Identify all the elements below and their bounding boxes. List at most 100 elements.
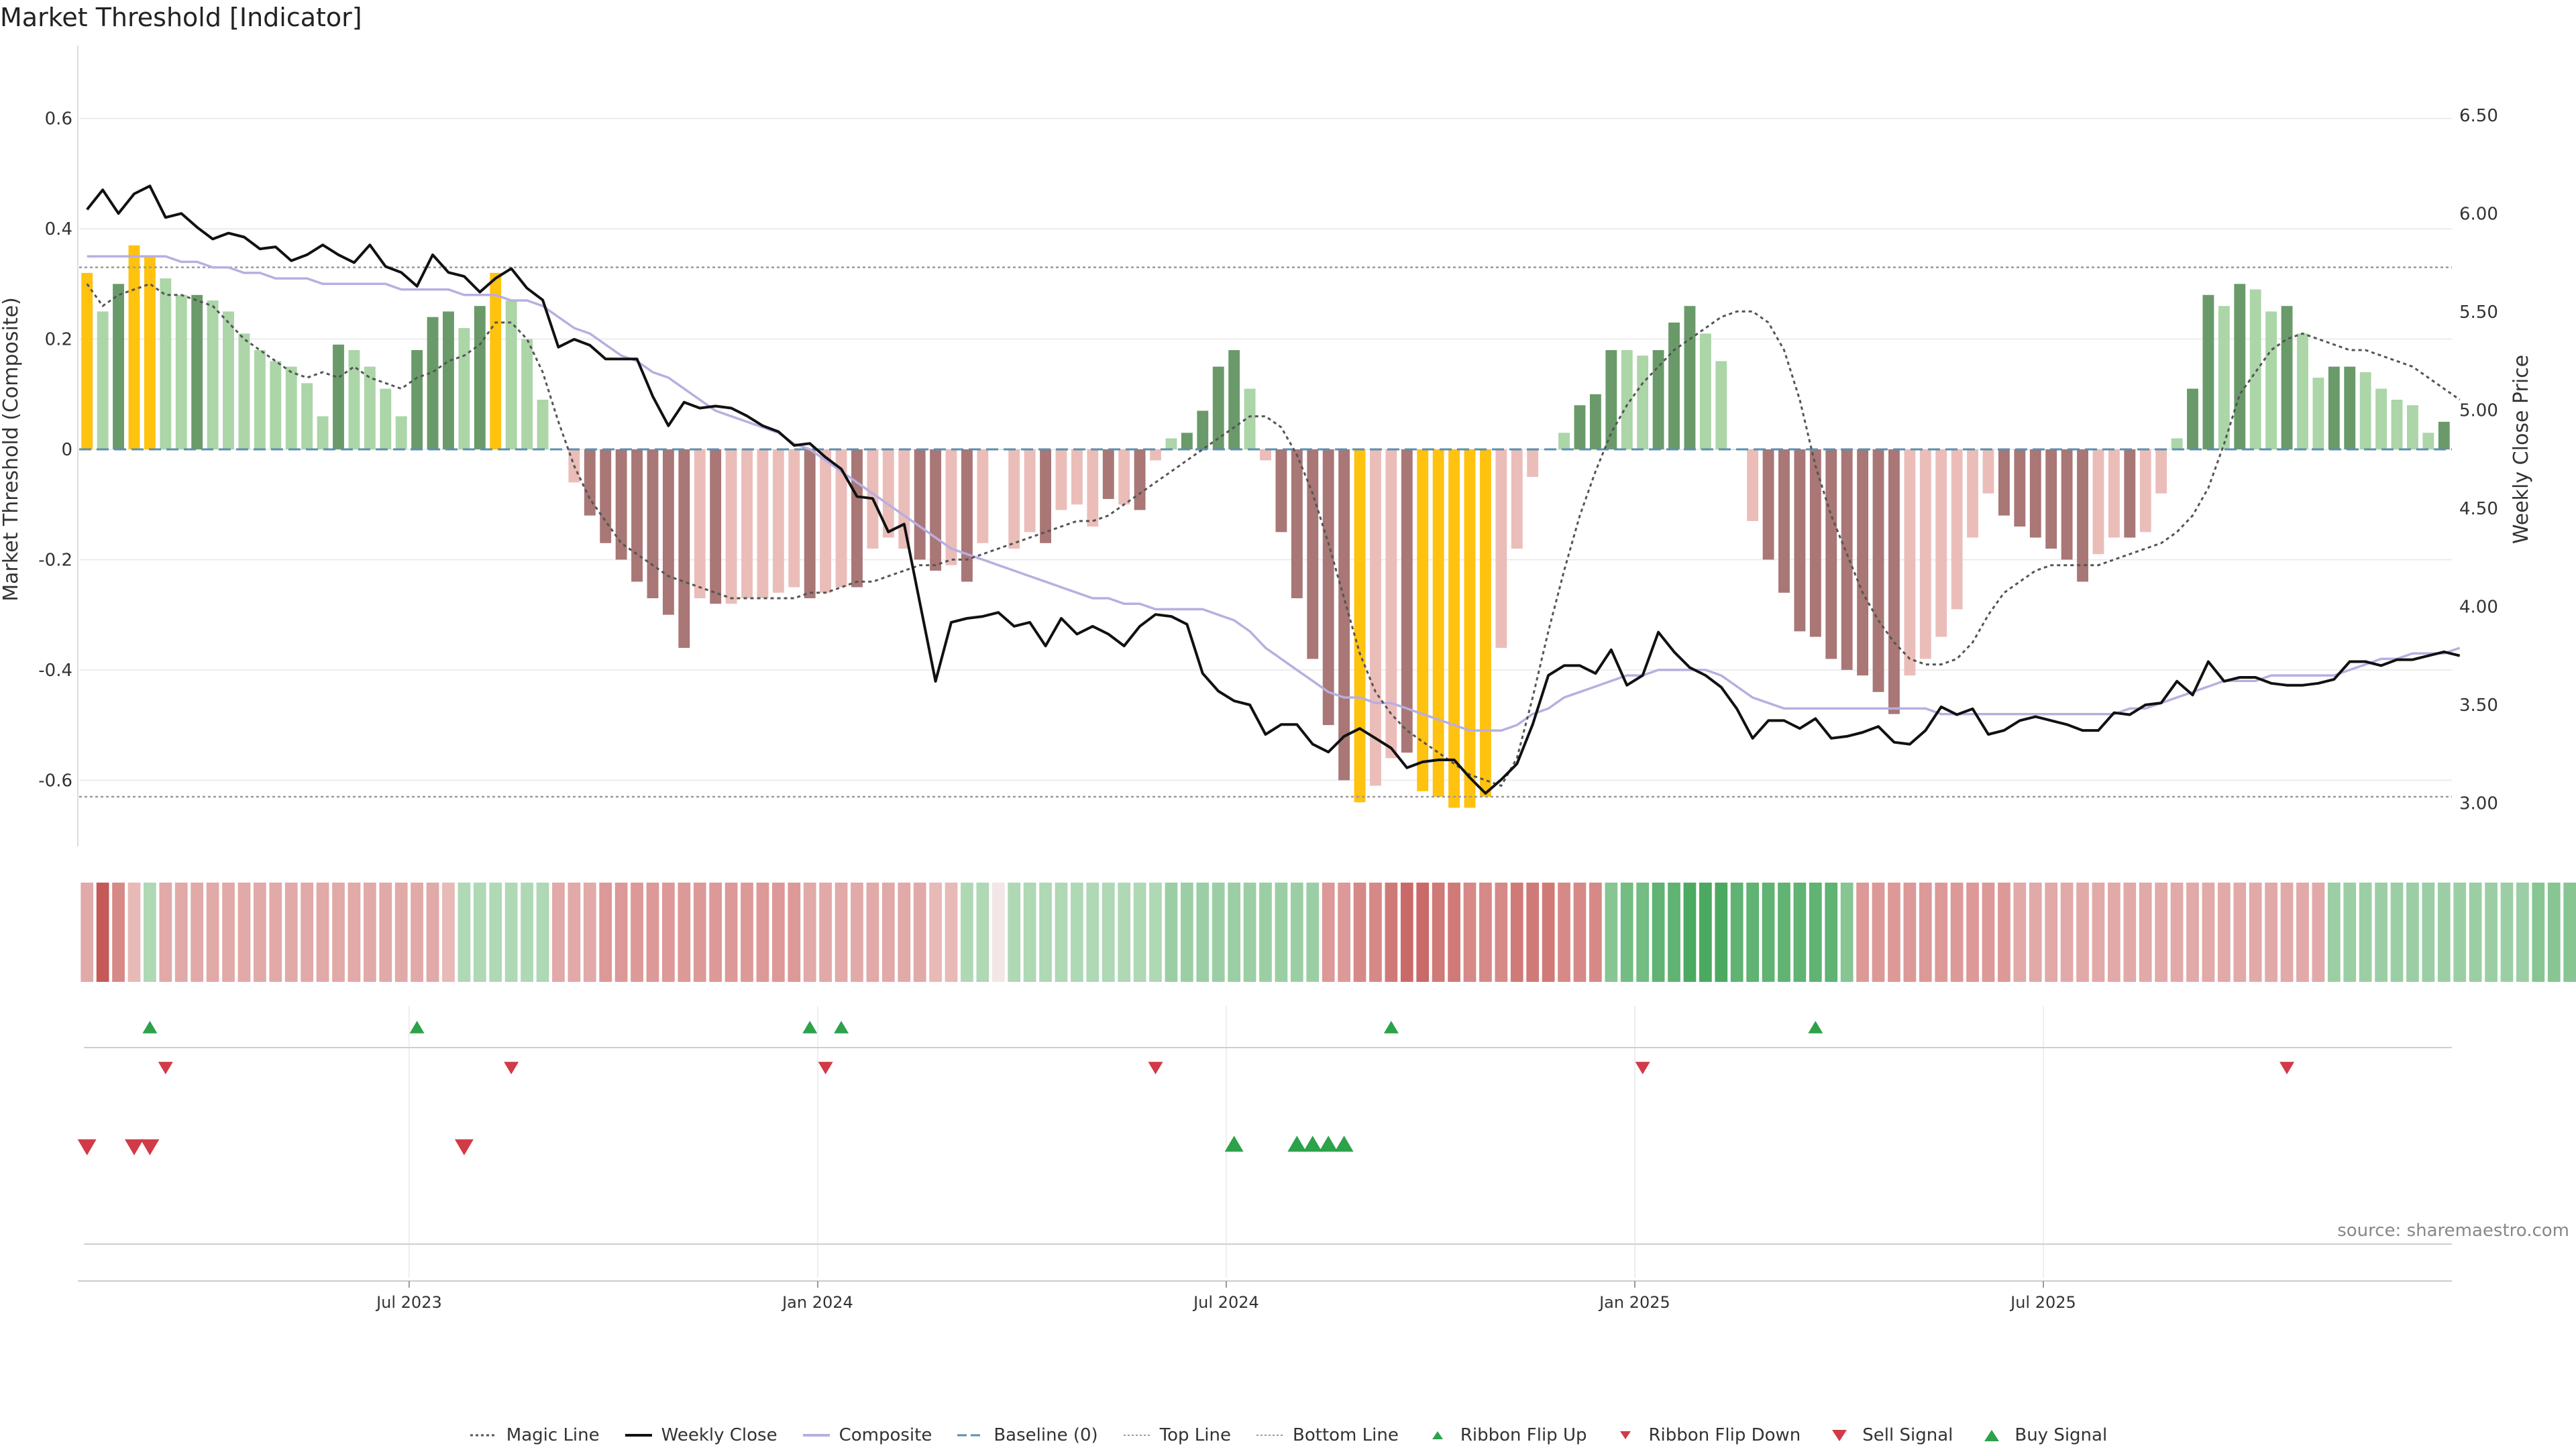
- ribbon-cell: [1118, 883, 1131, 982]
- composite-bar: [2438, 421, 2450, 449]
- ribbon-cell: [489, 883, 502, 982]
- composite-bar: [317, 416, 329, 449]
- composite-bar: [1872, 449, 1884, 692]
- ribbon-cell: [866, 883, 879, 982]
- ribbon-flip-down-marker: [504, 1062, 519, 1074]
- ribbon-cell: [552, 883, 565, 982]
- ribbon-cell: [1165, 883, 1178, 982]
- ribbon-cell: [724, 883, 738, 982]
- composite-bar: [1181, 433, 1193, 449]
- composite-bar: [1134, 449, 1146, 510]
- ribbon-cell: [1181, 883, 1193, 982]
- ribbon-flip-up-marker: [1383, 1021, 1399, 1034]
- sell-signal-marker: [454, 1139, 474, 1156]
- ribbon-cell: [1542, 883, 1555, 982]
- ribbon-cell: [1196, 883, 1210, 982]
- composite-bar: [788, 449, 800, 588]
- ribbon-cell: [521, 883, 533, 982]
- composite-bar: [678, 449, 690, 648]
- ribbon-cell: [771, 883, 785, 982]
- ribbon-cell: [2547, 883, 2561, 982]
- composite-bar: [1621, 350, 1633, 449]
- ribbon-cell: [1290, 883, 1303, 982]
- composite-bar: [1778, 449, 1790, 593]
- ribbon-cell: [1888, 883, 1900, 982]
- composite-bar: [2045, 449, 2057, 549]
- composite-bar: [2092, 449, 2104, 555]
- ribbon-cell: [1243, 883, 1256, 982]
- composite-bar: [631, 449, 643, 582]
- composite-bar: [144, 256, 156, 449]
- composite-bar: [615, 449, 627, 560]
- ribbon-cell: [347, 883, 361, 982]
- ribbon-cell: [693, 883, 706, 982]
- composite-bar: [1385, 449, 1397, 759]
- composite-bar: [1699, 333, 1711, 449]
- composite-bar: [1904, 449, 1916, 676]
- ribbon-cell: [2469, 883, 2482, 982]
- ribbon-cell: [2453, 883, 2467, 982]
- ribbon-cell: [442, 883, 455, 982]
- composite-bar: [521, 339, 533, 449]
- composite-bar: [1982, 449, 1994, 494]
- ribbon-cell: [1432, 883, 1445, 982]
- ribbon-cell: [2249, 883, 2262, 982]
- composite-bar: [505, 300, 517, 449]
- composite-bar: [1967, 449, 1979, 538]
- ribbon-cell: [269, 883, 282, 982]
- right-axis-label: Weekly Close Price: [2510, 355, 2533, 544]
- composite-bar: [364, 366, 376, 449]
- composite-bar: [1275, 449, 1287, 533]
- ribbon-cell: [394, 883, 408, 982]
- composite-bar: [2312, 378, 2324, 449]
- composite-bar: [254, 350, 266, 449]
- ribbon-cell: [1919, 883, 1932, 982]
- ribbon-cell: [2422, 883, 2435, 982]
- composite-bar: [474, 306, 486, 449]
- legend-label: Baseline (0): [994, 1425, 1098, 1445]
- right-tick-label: 4.50: [2459, 499, 2498, 519]
- legend-label: Weekly Close: [661, 1425, 777, 1445]
- flip-down-swatch: [1620, 1431, 1631, 1439]
- ribbon-cell: [678, 883, 691, 982]
- ribbon-cell: [237, 883, 251, 982]
- composite-bar: [1637, 355, 1649, 449]
- chart-legend: Magic Line Weekly Close Composite Baseline …: [0, 1420, 2576, 1450]
- composite-bar: [851, 449, 863, 588]
- composite-bar: [1024, 449, 1036, 533]
- composite-bar: [2202, 294, 2214, 449]
- composite-bar: [2265, 311, 2277, 449]
- composite-bar: [977, 449, 989, 543]
- ribbon-cell: [222, 883, 235, 982]
- x-tick-label: Jul 2025: [2009, 1293, 2076, 1312]
- ribbon-cell: [127, 883, 141, 982]
- ribbon-cell: [301, 883, 314, 982]
- composite-bar: [1417, 449, 1429, 791]
- composite-bar: [914, 449, 926, 560]
- composite-bar: [2391, 400, 2403, 449]
- composite-bar: [191, 294, 203, 449]
- ribbon-cell: [898, 883, 911, 982]
- ribbon-cell: [851, 883, 863, 982]
- composite-bar: [992, 449, 1004, 450]
- composite-bar: [2029, 449, 2041, 538]
- ribbon-cell: [458, 883, 471, 982]
- composite-bar: [1260, 449, 1271, 461]
- composite-bar: [662, 449, 674, 615]
- composite-bar: [1668, 322, 1680, 449]
- left-axis-label: Market Threshold (Composite): [0, 297, 23, 602]
- ribbon-cell: [1023, 883, 1036, 982]
- x-tick-label: Jan 2024: [781, 1293, 853, 1312]
- ribbon-cell: [1935, 883, 1948, 982]
- ribbon-flip-up-marker: [802, 1021, 818, 1034]
- composite-bar: [1432, 449, 1444, 797]
- composite-bar: [1888, 449, 1900, 714]
- ribbon-cell: [2265, 883, 2277, 982]
- ribbon-cell: [976, 883, 989, 982]
- ribbon-cell: [2123, 883, 2137, 982]
- ribbon-cell: [1730, 883, 1743, 982]
- composite-bar: [2108, 449, 2120, 538]
- ribbon-cell: [2375, 883, 2387, 982]
- ribbon-cell: [2312, 883, 2325, 982]
- legend-item-magic: Magic Line: [469, 1425, 600, 1445]
